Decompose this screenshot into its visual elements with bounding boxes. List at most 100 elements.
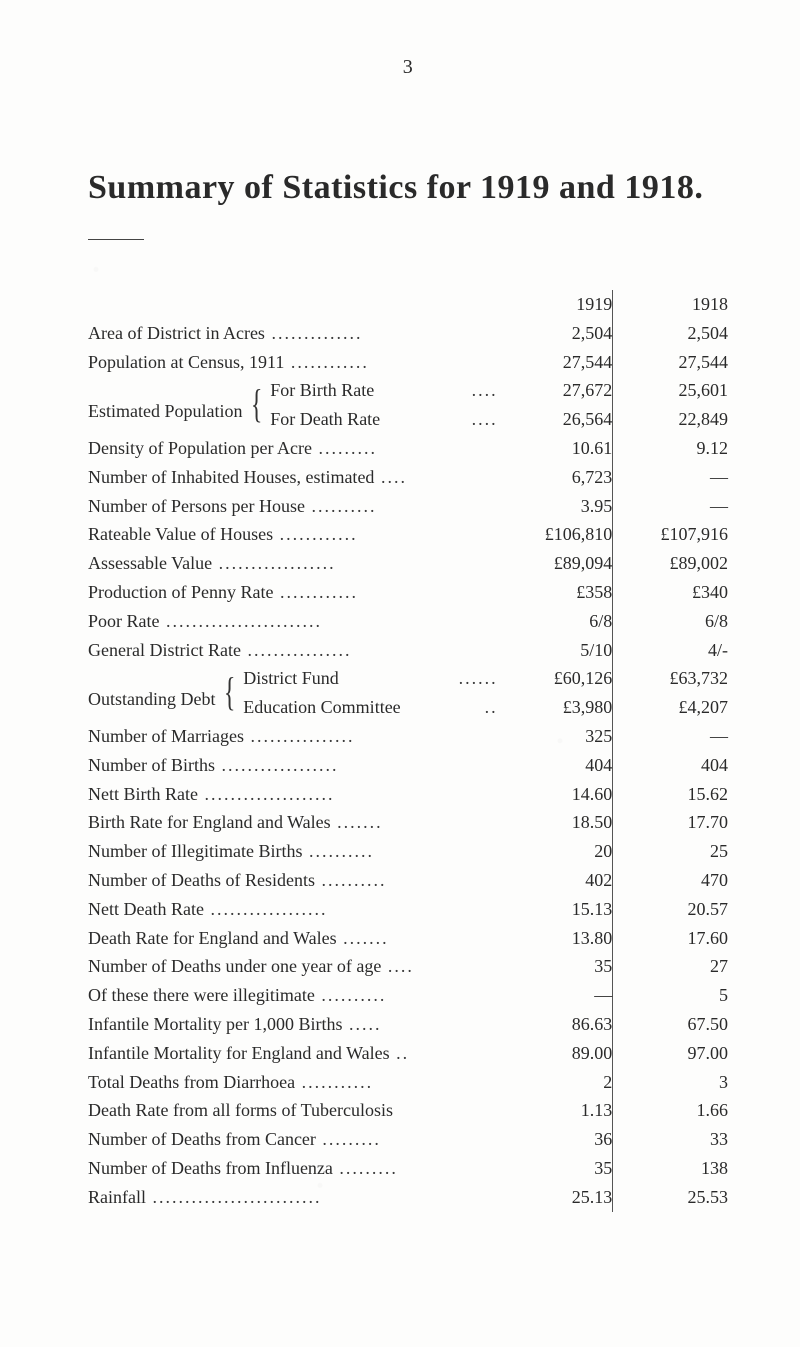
row-label: Number of Persons per House .......... bbox=[88, 492, 498, 521]
value-1919: 14.60 bbox=[498, 780, 613, 809]
value-1919: 3.95 bbox=[498, 492, 613, 521]
leader-dots: .............. bbox=[265, 323, 363, 343]
value-1919: 6/8 bbox=[498, 607, 613, 636]
value-1918: 6/8 bbox=[613, 607, 728, 636]
document-title: Summary of Statistics for 1919 and 1918. bbox=[88, 169, 728, 207]
value-1919: 35 bbox=[498, 952, 613, 981]
leader-dots: ......... bbox=[312, 438, 377, 458]
table-row: Total Deaths from Diarrhoea ...........2… bbox=[88, 1068, 728, 1097]
value-1919: 1.13 bbox=[498, 1096, 613, 1125]
row-label: Number of Marriages ................ bbox=[88, 722, 498, 751]
leader-dots: ........... bbox=[295, 1072, 373, 1092]
leader-dots: .... bbox=[472, 376, 498, 405]
table-row: Number of Births ..................40440… bbox=[88, 751, 728, 780]
label-text: Number of Inhabited Houses, estimated bbox=[88, 467, 374, 487]
row-label: Birth Rate for England and Wales ....... bbox=[88, 808, 498, 837]
row-label: Number of Illegitimate Births .......... bbox=[88, 837, 498, 866]
label-text: Death Rate for England and Wales bbox=[88, 928, 337, 948]
table-row: Density of Population per Acre .........… bbox=[88, 434, 728, 463]
leader-dots: ............ bbox=[284, 352, 369, 372]
value-1919: 13.80 bbox=[498, 924, 613, 953]
table-row: Birth Rate for England and Wales .......… bbox=[88, 808, 728, 837]
value-1918: 17.70 bbox=[613, 808, 728, 837]
value-1919: 325 bbox=[498, 722, 613, 751]
row-label: Number of Deaths under one year of age .… bbox=[88, 952, 498, 981]
value-1919: 18.50 bbox=[498, 808, 613, 837]
value-1919: £89,094 bbox=[498, 549, 613, 578]
table-row: Production of Penny Rate ............£35… bbox=[88, 578, 728, 607]
table-row: Assessable Value ..................£89,0… bbox=[88, 549, 728, 578]
table-row: Of these there were illegitimate .......… bbox=[88, 981, 728, 1010]
value-1918: 22,849 bbox=[613, 405, 728, 434]
leader-dots: .......... bbox=[315, 870, 387, 890]
label-text: Number of Illegitimate Births bbox=[88, 841, 302, 861]
label-text: Infantile Mortality for England and Wale… bbox=[88, 1043, 390, 1063]
label-text: Number of Deaths from Influenza bbox=[88, 1158, 333, 1178]
value-1918: 33 bbox=[613, 1125, 728, 1154]
table-row: Infantile Mortality per 1,000 Births ...… bbox=[88, 1010, 728, 1039]
value-1919: 6,723 bbox=[498, 463, 613, 492]
leader-dots: ............ bbox=[273, 582, 358, 602]
value-1918: 17.60 bbox=[613, 924, 728, 953]
label-text: Rateable Value of Houses bbox=[88, 524, 273, 544]
row-label: Death Rate from all forms of Tuberculosi… bbox=[88, 1096, 498, 1125]
value-1918: 25.53 bbox=[613, 1183, 728, 1212]
label-text: Rainfall bbox=[88, 1187, 146, 1207]
label-text: Number of Marriages bbox=[88, 726, 244, 746]
value-1919: 36 bbox=[498, 1125, 613, 1154]
row-label: Production of Penny Rate ............ bbox=[88, 578, 498, 607]
statistics-table: 19191918Area of District in Acres ......… bbox=[88, 290, 728, 1212]
row-label: Death Rate for England and Wales ....... bbox=[88, 924, 498, 953]
table-row: Number of Deaths from Cancer .........36… bbox=[88, 1125, 728, 1154]
table-row: Number of Deaths of Residents ..........… bbox=[88, 866, 728, 895]
brace-icon: { bbox=[251, 384, 263, 424]
value-1918: 15.62 bbox=[613, 780, 728, 809]
leader-dots: ....... bbox=[331, 812, 383, 832]
page-number: 3 bbox=[88, 56, 728, 79]
value-1918: 97.00 bbox=[613, 1039, 728, 1068]
row-label: Total Deaths from Diarrhoea ........... bbox=[88, 1068, 498, 1097]
label-text: Population at Census, 1911 bbox=[88, 352, 284, 372]
table-row: Nett Death Rate ..................15.132… bbox=[88, 895, 728, 924]
label-text: Death Rate from all forms of Tuberculosi… bbox=[88, 1100, 393, 1120]
row-label: Density of Population per Acre ......... bbox=[88, 434, 498, 463]
label-text: General District Rate bbox=[88, 640, 241, 660]
row-label: Number of Births .................. bbox=[88, 751, 498, 780]
row-label: Assessable Value .................. bbox=[88, 549, 498, 578]
row-label: Nett Death Rate .................. bbox=[88, 895, 498, 924]
value-1919: 5/10 bbox=[498, 636, 613, 665]
row-label: Population at Census, 1911 ............ bbox=[88, 348, 498, 377]
value-1918: 470 bbox=[613, 866, 728, 895]
label-text: Nett Death Rate bbox=[88, 899, 204, 919]
table-row: Number of Inhabited Houses, estimated ..… bbox=[88, 463, 728, 492]
label-text: Number of Deaths from Cancer bbox=[88, 1129, 316, 1149]
value-1918: 1.66 bbox=[613, 1096, 728, 1125]
leader-dots: ........................ bbox=[160, 611, 323, 631]
value-1919: 2,504 bbox=[498, 319, 613, 348]
header-blank bbox=[88, 290, 498, 319]
row-label: Number of Deaths from Influenza ........… bbox=[88, 1154, 498, 1183]
leader-dots: ................ bbox=[244, 726, 355, 746]
value-1919: 20 bbox=[498, 837, 613, 866]
row-label: Nett Birth Rate .................... bbox=[88, 780, 498, 809]
table-row: Outstanding Debt {District Fund ......Ed… bbox=[88, 664, 728, 693]
table-row: Estimated Population {For Birth Rate ...… bbox=[88, 376, 728, 405]
table-row: Death Rate for England and Wales .......… bbox=[88, 924, 728, 953]
table-row: Death Rate from all forms of Tuberculosi… bbox=[88, 1096, 728, 1125]
leader-dots: .......... bbox=[305, 496, 377, 516]
value-1919: £358 bbox=[498, 578, 613, 607]
leader-dots: .................. bbox=[212, 553, 336, 573]
row-label: General District Rate ................ bbox=[88, 636, 498, 665]
value-1918: 27 bbox=[613, 952, 728, 981]
sub-label: District Fund bbox=[243, 664, 339, 693]
value-1918: 3 bbox=[613, 1068, 728, 1097]
leader-dots: .......... bbox=[315, 985, 387, 1005]
value-1919: 15.13 bbox=[498, 895, 613, 924]
table-header-row: 19191918 bbox=[88, 290, 728, 319]
sub-label: Education Committee bbox=[243, 693, 400, 722]
table-row: Number of Deaths under one year of age .… bbox=[88, 952, 728, 981]
label-text: Number of Persons per House bbox=[88, 496, 305, 516]
label-text: Number of Births bbox=[88, 755, 215, 775]
row-label: Rainfall .......................... bbox=[88, 1183, 498, 1212]
label-text: Production of Penny Rate bbox=[88, 582, 273, 602]
